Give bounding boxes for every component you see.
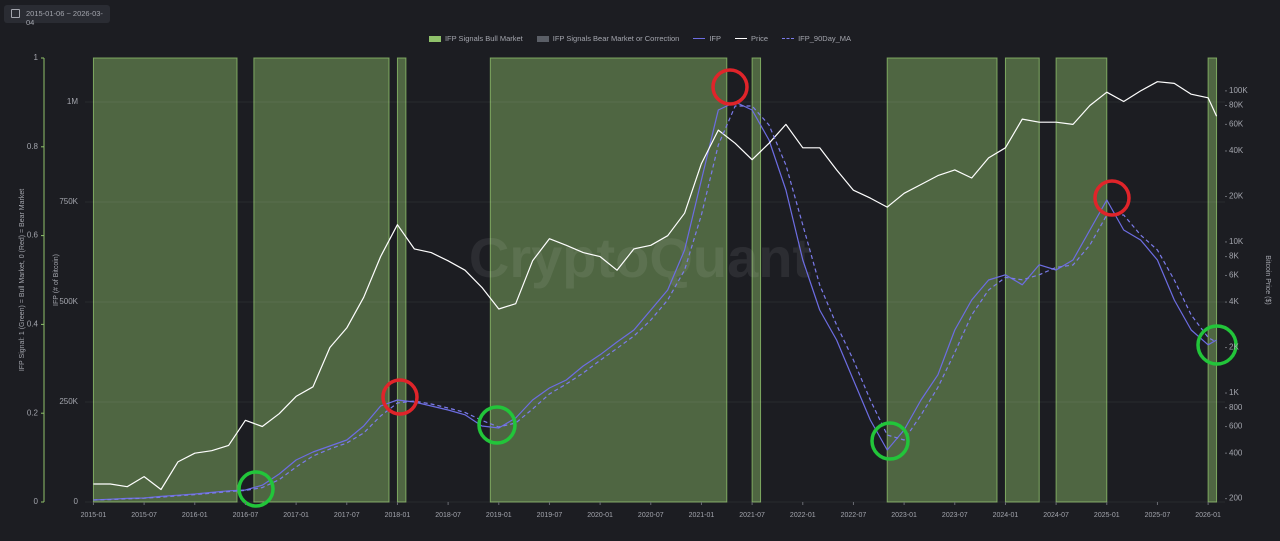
legend-item[interactable]: IFP — [693, 34, 721, 43]
y-tick-label: 0 — [34, 497, 39, 506]
annotation-circle — [477, 405, 517, 445]
legend-swatch — [735, 37, 747, 40]
annotation-circle — [237, 470, 275, 508]
x-tick-label: 2015-01 — [81, 512, 107, 519]
x-tick-label: 2024-07 — [1043, 512, 1069, 519]
annotation-circles — [237, 68, 1238, 508]
annotation-circle — [1093, 179, 1131, 217]
x-tick-label: 2018-01 — [385, 512, 411, 519]
series-line — [93, 101, 1217, 501]
x-tick-label: 2015-07 — [131, 512, 157, 519]
x-tick-label: 2016-01 — [182, 512, 208, 519]
y2-tick-label: 250K — [59, 397, 78, 406]
x-tick-label: 2021-01 — [689, 512, 715, 519]
y3-tick-label: 40K — [1229, 146, 1244, 155]
legend-label: IFP Signals Bull Market — [444, 34, 523, 43]
legend-label: IFP — [709, 34, 721, 43]
x-tick-label: 2025-07 — [1145, 512, 1171, 519]
x-tick-label: 2020-01 — [587, 512, 613, 519]
legend-item[interactable]: IFP Signals Bull Market — [428, 34, 523, 43]
annotation-circle — [711, 68, 749, 106]
x-tick-label: 2023-01 — [891, 512, 917, 519]
legend-swatch — [428, 35, 441, 42]
y3-axis-title: Bitcoin Price ($) — [1264, 255, 1271, 304]
signal-band — [886, 57, 998, 503]
x-tick-label: 2021-07 — [739, 512, 765, 519]
legend-item[interactable]: Price — [735, 34, 768, 43]
bands — [92, 57, 1218, 503]
y-tick-label: 0.4 — [27, 320, 39, 329]
y3-tick-label: 20K — [1229, 192, 1244, 201]
y3-tick-label: 600 — [1229, 422, 1243, 431]
grid — [85, 101, 1225, 503]
y2-tick-label: 750K — [59, 197, 78, 206]
x-tick-label: 2020-07 — [638, 512, 664, 519]
y2-axis-title: IFP (# of Bitcoin) — [53, 254, 60, 306]
watermark: CryptoQuant — [469, 226, 811, 289]
signal-band — [1055, 57, 1108, 503]
signal-band — [253, 57, 390, 503]
x-tick-label: 2018-07 — [435, 512, 461, 519]
annotation-circle — [1196, 324, 1238, 366]
legend-label: IFP_90Day_MA — [798, 34, 852, 43]
y3-tick-label: 60K — [1229, 119, 1244, 128]
date-range-picker[interactable]: 2015-01-06 ~ 2026-03-04 — [4, 5, 110, 27]
y-axis-title: IFP Signal: 1 (Green) = Bull Market, 0 (… — [19, 189, 26, 371]
x-tick-label: 2019-01 — [486, 512, 512, 519]
x-tick-label: 2022-01 — [790, 512, 816, 519]
x-tick-label: 2017-01 — [283, 512, 309, 519]
legend-swatch — [782, 38, 795, 39]
x-tick-label: 2022-07 — [841, 512, 867, 519]
legend-item[interactable]: IFP_90Day_MA — [782, 34, 851, 43]
x-tick-label: 2017-07 — [334, 512, 360, 519]
date-range: 2015-01-06 ~ 2026-03-04 — [26, 9, 103, 27]
y3-tick-label: 200 — [1229, 494, 1243, 503]
legend-item[interactable]: IFP Signals Bear Market or Correction — [536, 34, 680, 43]
y3-tick-label: 1K — [1229, 388, 1239, 397]
x-tick-label: 2016-07 — [233, 512, 259, 519]
legend-label: Price — [751, 34, 769, 43]
y3-tick-label: 6K — [1229, 271, 1239, 280]
y3-tick-label: 400 — [1229, 448, 1243, 457]
x-tick-label: 2024-01 — [993, 512, 1019, 519]
y3-tick-label: 8K — [1229, 252, 1239, 261]
y3-tick-label: 4K — [1229, 297, 1239, 306]
x-tick-label: 2025-01 — [1094, 512, 1120, 519]
x-tick-label: 2026-01 — [1195, 512, 1221, 519]
series-line — [93, 81, 1218, 491]
y-tick-label: 0.2 — [27, 408, 39, 417]
legend: IFP Signals Bull Market IFP Signals Bear … — [0, 34, 1280, 43]
y-tick-label: 0.6 — [27, 231, 39, 240]
signal-band — [1207, 57, 1218, 503]
signal-band — [92, 57, 238, 503]
series-line — [93, 105, 1217, 501]
y2-tick-label: 0 — [74, 497, 79, 506]
y3-tick-label: 80K — [1229, 101, 1244, 110]
signal-band — [489, 57, 728, 503]
calendar-icon — [11, 9, 20, 18]
legend-swatch — [693, 37, 706, 40]
y3-tick-label: 100K — [1229, 86, 1248, 95]
y3-tick-label: 10K — [1229, 237, 1244, 246]
signal-band — [751, 57, 762, 503]
y2-tick-label: 1M — [67, 97, 78, 106]
x-tick-label: 2019-07 — [537, 512, 563, 519]
x-tick-label: 2023-07 — [942, 512, 968, 519]
y-tick-label: 0.8 — [27, 142, 39, 151]
annotation-circle — [870, 421, 910, 461]
signal-band — [396, 57, 407, 503]
annotation-circle — [381, 378, 419, 416]
lines — [93, 81, 1218, 501]
y3-tick-label: 2K — [1229, 343, 1239, 352]
legend-label: IFP Signals Bear Market or Correction — [552, 34, 680, 43]
y2-tick-label: 500K — [59, 297, 78, 306]
y3-tick-label: 800 — [1229, 403, 1243, 412]
y-tick-label: 1 — [34, 53, 39, 62]
legend-swatch — [536, 35, 549, 42]
